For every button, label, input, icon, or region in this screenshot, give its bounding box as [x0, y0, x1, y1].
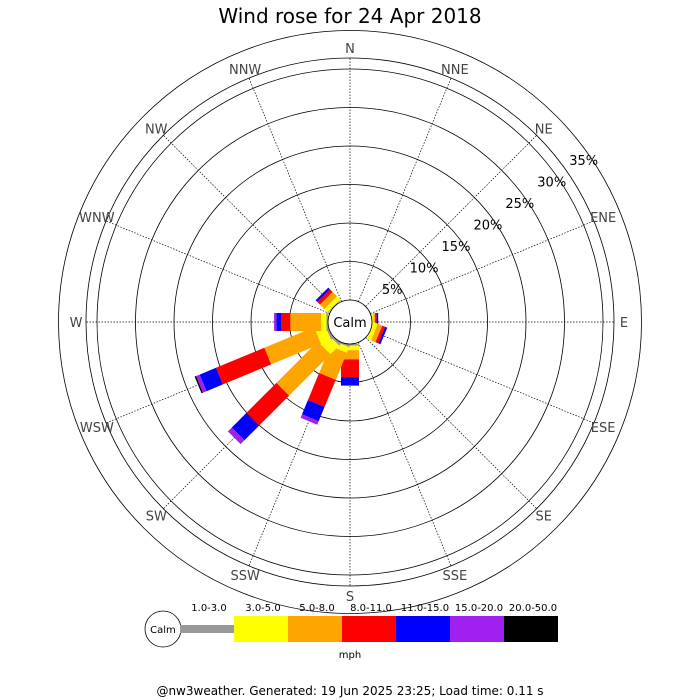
bar-nw-11.0-15.0 — [315, 287, 330, 302]
legend-swatch-20.0-50.0 — [504, 616, 558, 642]
spoke-ese — [370, 330, 595, 424]
bar-w-5.0-8.0 — [290, 313, 322, 331]
grid-ring-7 — [58, 30, 642, 614]
spoke-sse — [358, 342, 452, 567]
direction-label-ene: ENE — [590, 211, 616, 226]
spoke-ne — [365, 135, 537, 307]
bar-w-15.0-20.0 — [274, 313, 277, 331]
direction-label-sse: SSE — [442, 569, 467, 584]
ring-label-4: 20% — [473, 219, 502, 234]
ring-label-3: 15% — [442, 240, 471, 255]
ring-label-2: 10% — [410, 262, 439, 277]
bar-ssw-8.0-11.0 — [307, 373, 336, 407]
legend-swatch-1.0-3.0 — [180, 625, 234, 633]
spoke-nne — [358, 77, 452, 302]
direction-label-n: N — [345, 42, 355, 57]
bar-nw-1.0-3.0 — [327, 299, 341, 313]
legend-swatch-11.0-15.0 — [396, 616, 450, 642]
spoke-nw — [163, 135, 335, 307]
bar-w-8.0-11.0 — [281, 313, 291, 331]
bar-sw-11.0-15.0 — [231, 412, 260, 441]
spoke-nnw — [248, 77, 342, 302]
bar-ssw-5.0-8.0 — [319, 346, 347, 380]
bar-wsw-20.0-50.0 — [194, 376, 203, 394]
bar-nw-5.0-8.0 — [319, 291, 337, 309]
bar-nw-3.0-5.0 — [324, 296, 341, 313]
direction-label-w: W — [70, 316, 83, 331]
legend-label-20.0-50.0: 20.0-50.0 — [509, 603, 557, 614]
bar-ssw-15.0-20.0 — [300, 414, 319, 425]
bar-sw-8.0-11.0 — [246, 382, 290, 426]
legend-swatch-15.0-20.0 — [450, 616, 504, 642]
bar-wsw-5.0-8.0 — [264, 327, 321, 365]
direction-label-wnw: WNW — [79, 211, 115, 226]
ring-label-5: 25% — [505, 197, 534, 212]
bar-w-11.0-15.0 — [276, 313, 281, 331]
spoke-ene — [370, 220, 595, 314]
legend-unit: mph — [339, 650, 361, 661]
chart-title: Wind rose for 24 Apr 2018 — [218, 4, 482, 28]
legend-label-11.0-15.0: 11.0-15.0 — [401, 603, 449, 614]
grid-ring-outer — [85, 57, 615, 587]
bar-s-11.0-15.0 — [341, 377, 359, 386]
bar-w-3.0-5.0 — [321, 313, 327, 331]
direction-label-wsw: WSW — [80, 421, 114, 436]
direction-label-nw: NW — [145, 122, 168, 137]
bar-sw-15.0-20.0 — [227, 427, 245, 445]
bar-sw-5.0-8.0 — [276, 341, 331, 396]
bar-wsw-15.0-20.0 — [196, 374, 207, 393]
calm-circle — [327, 299, 373, 345]
direction-label-nne: NNE — [441, 63, 469, 78]
direction-label-s: S — [346, 590, 354, 605]
bar-w-1.0-3.0 — [326, 313, 328, 331]
calm-label: Calm — [333, 316, 366, 331]
direction-label-ssw: SSW — [230, 569, 260, 584]
spoke-wnw — [105, 220, 330, 314]
bar-ese-11.0-15.0 — [378, 326, 388, 345]
ring-label-6: 30% — [537, 176, 566, 191]
direction-label-sw: SW — [146, 510, 167, 525]
direction-label-nnw: NNW — [229, 63, 261, 78]
legend-swatch-3.0-5.0 — [234, 616, 288, 642]
legend-label-15.0-20.0: 15.0-20.0 — [455, 603, 503, 614]
direction-label-se: SE — [536, 510, 552, 525]
legend-label-3.0-5.0: 3.0-5.0 — [245, 603, 280, 614]
direction-label-e: E — [620, 316, 628, 331]
bar-nw-8.0-11.0 — [317, 289, 333, 305]
legend-swatch-8.0-11.0 — [342, 616, 396, 642]
bar-ssw-11.0-15.0 — [302, 400, 325, 422]
ring-label-1: 5% — [382, 283, 403, 298]
grid-ring-2 — [250, 222, 450, 422]
legend-swatch-5.0-8.0 — [288, 616, 342, 642]
bar-wsw-8.0-11.0 — [216, 347, 272, 385]
legend-label-5.0-8.0: 5.0-8.0 — [299, 603, 334, 614]
ring-label-7: 35% — [569, 154, 598, 169]
bar-ese-5.0-8.0 — [371, 323, 383, 343]
bar-ese-3.0-5.0 — [366, 322, 378, 341]
legend-calm-label: Calm — [150, 625, 176, 636]
spoke-se — [365, 337, 537, 509]
bar-ese-8.0-11.0 — [375, 325, 386, 344]
legend-label-8.0-11.0: 8.0-11.0 — [350, 603, 392, 614]
bar-s-8.0-11.0 — [341, 359, 359, 378]
direction-label-ese: ESE — [591, 421, 616, 436]
legend-label-1.0-3.0: 1.0-3.0 — [191, 603, 226, 614]
bar-wsw-11.0-15.0 — [199, 367, 223, 392]
footer-credit: @nw3weather. Generated: 19 Jun 2025 23:2… — [156, 684, 544, 698]
direction-label-ne: NE — [535, 122, 553, 137]
